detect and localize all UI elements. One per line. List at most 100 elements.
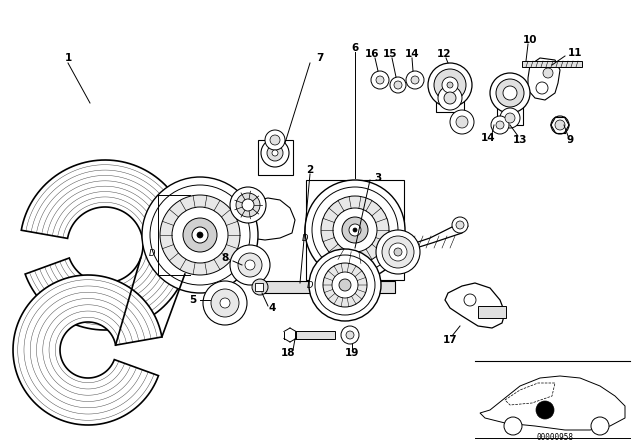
Circle shape — [312, 187, 398, 273]
Circle shape — [394, 248, 402, 256]
Circle shape — [452, 217, 468, 233]
Circle shape — [591, 417, 609, 435]
Circle shape — [265, 130, 285, 150]
Polygon shape — [388, 223, 468, 258]
Text: 7: 7 — [316, 53, 324, 63]
Circle shape — [341, 326, 359, 344]
Circle shape — [371, 71, 389, 89]
Text: 8: 8 — [221, 253, 228, 263]
Text: 19: 19 — [345, 348, 359, 358]
Circle shape — [456, 221, 464, 229]
Circle shape — [496, 79, 524, 107]
Text: 3: 3 — [374, 173, 381, 183]
Bar — [497, 90, 523, 125]
Polygon shape — [480, 376, 625, 430]
Text: 1: 1 — [65, 53, 72, 63]
Text: 9: 9 — [566, 135, 573, 145]
Circle shape — [376, 230, 420, 274]
Circle shape — [411, 76, 419, 84]
Text: D: D — [148, 249, 156, 258]
Circle shape — [172, 207, 228, 263]
Circle shape — [496, 121, 504, 129]
Circle shape — [261, 139, 289, 167]
Polygon shape — [445, 283, 505, 328]
Bar — [258, 140, 293, 175]
Circle shape — [555, 120, 565, 130]
Circle shape — [321, 196, 389, 264]
Text: 2: 2 — [307, 165, 314, 175]
Circle shape — [503, 86, 517, 100]
Circle shape — [456, 116, 468, 128]
Bar — [295, 331, 335, 339]
Circle shape — [342, 217, 368, 243]
Polygon shape — [21, 160, 190, 330]
Circle shape — [332, 272, 358, 298]
Bar — [522, 61, 582, 67]
Bar — [436, 84, 464, 112]
Circle shape — [230, 245, 270, 285]
Circle shape — [382, 236, 414, 268]
Circle shape — [150, 185, 250, 285]
Circle shape — [236, 193, 260, 217]
Circle shape — [505, 113, 515, 123]
Circle shape — [333, 208, 377, 252]
Bar — [478, 306, 506, 318]
Text: 6: 6 — [351, 43, 358, 53]
Text: 15: 15 — [383, 49, 397, 59]
Circle shape — [444, 92, 456, 104]
Circle shape — [272, 150, 278, 156]
Bar — [255, 281, 395, 293]
Circle shape — [390, 77, 406, 93]
Circle shape — [406, 71, 424, 89]
Circle shape — [211, 289, 239, 317]
Circle shape — [305, 180, 405, 280]
Circle shape — [203, 281, 247, 325]
Text: 00000958: 00000958 — [536, 433, 573, 442]
Text: 14: 14 — [404, 49, 419, 59]
Circle shape — [543, 68, 553, 78]
Circle shape — [315, 255, 375, 315]
Text: D: D — [301, 233, 308, 242]
Text: 17: 17 — [443, 335, 458, 345]
Circle shape — [230, 187, 266, 223]
Text: 4: 4 — [268, 303, 276, 313]
Polygon shape — [228, 198, 295, 240]
Bar — [255, 283, 263, 291]
Circle shape — [450, 110, 474, 134]
Circle shape — [252, 279, 268, 295]
Circle shape — [536, 401, 554, 419]
Circle shape — [447, 82, 453, 88]
Text: 12: 12 — [436, 49, 451, 59]
Circle shape — [536, 82, 548, 94]
Circle shape — [192, 227, 208, 243]
Circle shape — [245, 260, 255, 270]
Text: 18: 18 — [281, 348, 295, 358]
Circle shape — [491, 116, 509, 134]
Circle shape — [339, 279, 351, 291]
Circle shape — [220, 298, 230, 308]
Circle shape — [346, 331, 354, 339]
Circle shape — [500, 108, 520, 128]
Circle shape — [551, 116, 569, 134]
Circle shape — [353, 228, 357, 232]
Circle shape — [389, 243, 407, 261]
Circle shape — [197, 232, 203, 238]
Circle shape — [323, 263, 367, 307]
Circle shape — [238, 253, 262, 277]
Circle shape — [490, 73, 530, 113]
Polygon shape — [528, 58, 560, 100]
Circle shape — [242, 199, 254, 211]
Bar — [306, 180, 404, 280]
Circle shape — [394, 81, 402, 89]
Text: 11: 11 — [568, 48, 582, 58]
Text: D: D — [307, 280, 313, 289]
Circle shape — [504, 417, 522, 435]
Text: 13: 13 — [513, 135, 527, 145]
Circle shape — [309, 249, 381, 321]
Text: 14: 14 — [481, 133, 495, 143]
Text: 10: 10 — [523, 35, 537, 45]
Circle shape — [142, 177, 258, 293]
Circle shape — [464, 294, 476, 306]
Circle shape — [376, 76, 384, 84]
Circle shape — [267, 145, 283, 161]
